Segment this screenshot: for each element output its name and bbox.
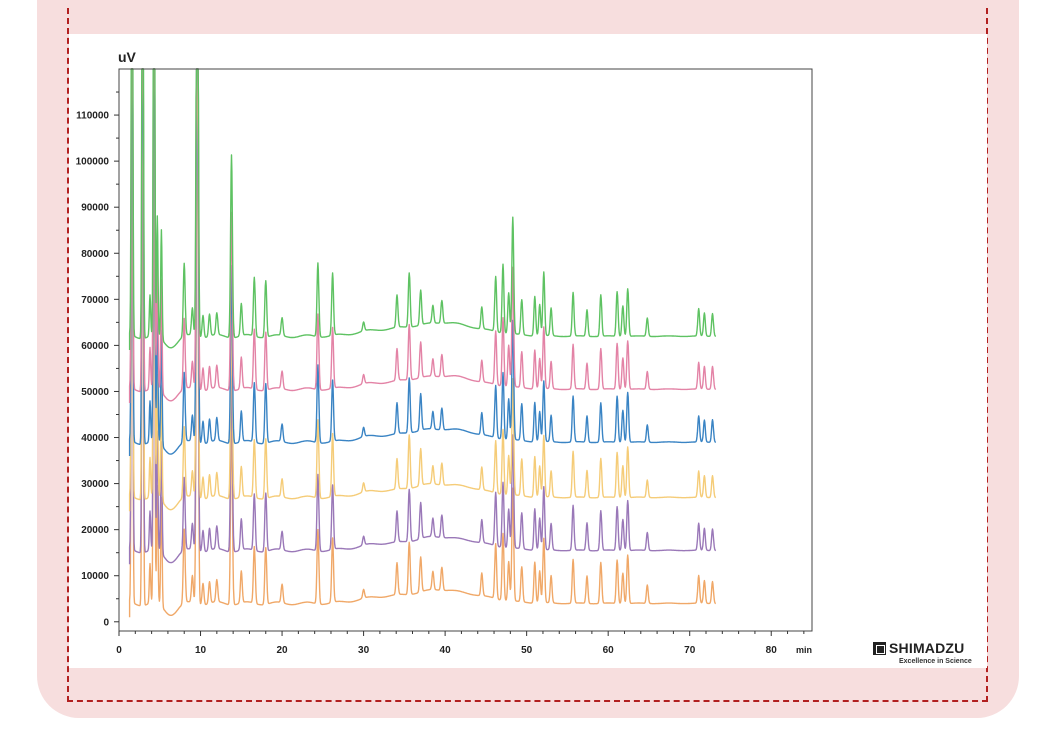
dashed-border [67,8,988,702]
x-tick-label: 60 [603,645,615,656]
y-tick-label: 40000 [81,433,109,444]
x-axis-unit: min [796,645,812,655]
x-tick-label: 10 [195,645,207,656]
y-tick-label: 20000 [81,525,109,536]
y-axis-title: uV [118,49,137,65]
y-tick-label: 100000 [76,157,110,168]
chromatogram-trace-2 [128,68,717,565]
y-tick-label: 50000 [81,387,109,398]
y-tick-label: 30000 [81,479,109,490]
logo-name: SHIMADZU [889,640,965,656]
x-tick-label: 50 [521,645,533,656]
x-tick-label: 80 [766,645,778,656]
chromatogram-trace-4 [128,68,717,456]
y-tick-label: 60000 [81,341,109,352]
chromatogram-trace-3 [128,68,717,512]
shimadzu-logo-icon [873,642,886,655]
chromatogram-trace-6 [128,68,717,350]
y-tick-label: 90000 [81,203,109,214]
x-tick-label: 70 [684,645,696,656]
axes-layer: 0 10000 20000 30000 40000 50000 60000 70000 8000… [76,68,813,656]
x-tick-label: 20 [276,645,288,656]
logo-tagline: Excellence in Science [899,658,972,665]
y-tick-label: 0 [103,617,109,628]
chromatogram-trace-1 [128,68,717,618]
shimadzu-logo: SHIMADZU Excellence in Science [873,640,993,670]
y-tick-label: 80000 [81,249,109,260]
series-layer [128,68,717,618]
plot-frame [118,68,813,632]
y-tick-label: 10000 [81,571,109,582]
chromatogram-trace-5 [128,68,717,403]
x-tick-label: 40 [440,645,452,656]
y-tick-label: 70000 [81,295,109,306]
x-tick-label: 0 [116,645,122,656]
chart-panel [69,34,987,668]
x-tick-label: 30 [358,645,370,656]
y-tick-label: 110000 [76,111,109,122]
